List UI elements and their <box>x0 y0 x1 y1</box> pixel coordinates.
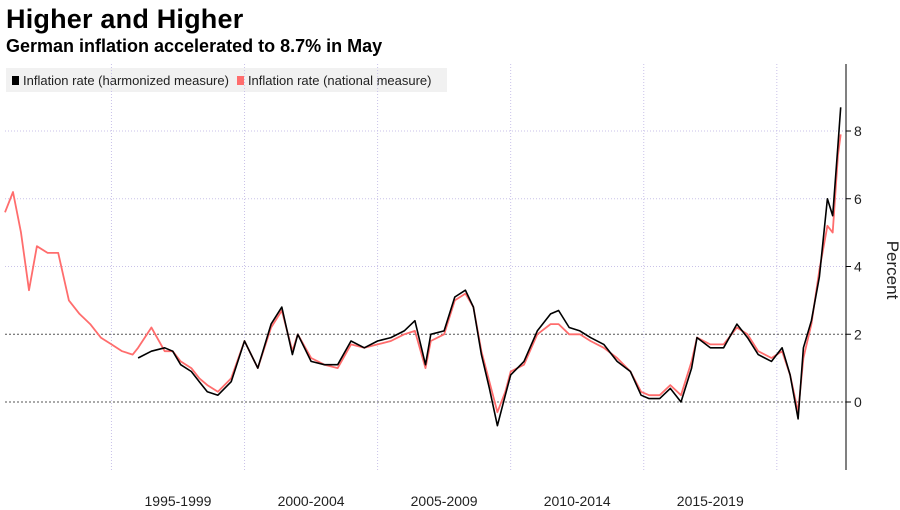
x-tick-label: 2010-2014 <box>544 493 611 509</box>
series-line-harmonized <box>137 107 842 427</box>
x-tick-label: 2000-2004 <box>278 493 345 509</box>
y-axis-label: Percent <box>883 240 900 300</box>
x-tick-label: 2015-2019 <box>677 493 744 509</box>
chart-subtitle: German inflation accelerated to 8.7% in … <box>6 36 383 56</box>
y-axis-label-wrap: Percent <box>872 232 900 312</box>
chart-reference-lines <box>5 333 846 403</box>
chart-title: Higher and Higher <box>6 4 244 34</box>
x-tick-label: 1995-1999 <box>145 493 212 509</box>
series-line-national <box>4 134 842 414</box>
chart-grid <box>5 64 846 470</box>
y-tick-label: 0 <box>854 394 862 410</box>
legend-item-national: Inflation rate (national measure) <box>236 72 432 88</box>
legend-swatch-national <box>236 75 244 85</box>
legend-label-national: Inflation rate (national measure) <box>247 72 432 88</box>
y-tick-label: 8 <box>854 123 862 139</box>
legend-item-harmonized: Inflation rate (harmonized measure) <box>12 73 229 88</box>
chart-series-lines <box>4 107 842 427</box>
y-tick-label: 2 <box>854 326 862 342</box>
chart-x-tick-labels: 1995-1999 2000-2004 2005-2009 2010-2014 2015… <box>145 493 744 509</box>
legend-label-harmonized: Inflation rate (harmonized measure) <box>23 72 229 88</box>
legend-swatch-harmonized <box>12 75 19 85</box>
y-tick-label: 6 <box>854 191 862 207</box>
chart-legend: Inflation rate (harmonized measure) Infl… <box>6 68 448 92</box>
x-tick-label: 2005-2009 <box>411 493 478 509</box>
chart-y-axis: 0 2 4 6 8 <box>845 64 862 470</box>
y-tick-label: 4 <box>854 259 862 275</box>
